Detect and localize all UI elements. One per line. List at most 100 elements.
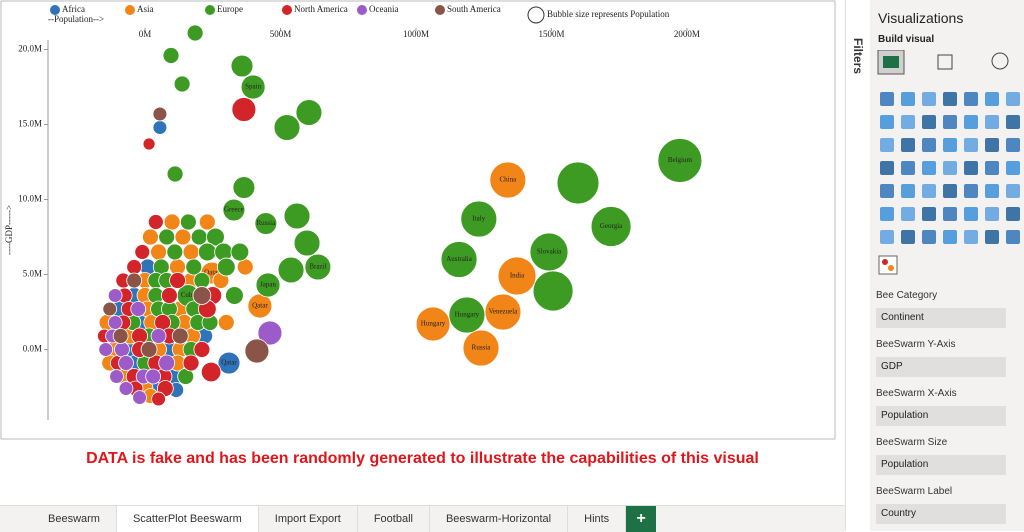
bubble	[151, 391, 166, 407]
bubble-label: Japan	[260, 281, 276, 289]
well-value[interactable]: GDP	[876, 357, 1006, 377]
page-tab[interactable]: Football	[358, 506, 430, 532]
bubble	[197, 242, 217, 262]
visual-icon[interactable]	[964, 230, 978, 244]
visual-icon[interactable]	[1006, 230, 1020, 244]
well-label: Bee Category	[876, 290, 938, 301]
visual-icon[interactable]	[985, 207, 999, 221]
bubble	[169, 272, 186, 289]
visual-icon[interactable]	[985, 138, 999, 152]
visual-icon[interactable]	[880, 92, 894, 106]
visual-icon[interactable]	[880, 230, 894, 244]
bubble	[283, 202, 311, 230]
well-value[interactable]: Continent	[876, 308, 1006, 328]
custom-visual-icon	[878, 255, 898, 275]
well-label: BeeSwarm Y-Axis	[876, 339, 956, 350]
visual-icon[interactable]	[964, 92, 978, 106]
bubble-label: China	[499, 176, 517, 184]
bubble	[255, 272, 281, 298]
visual-icon[interactable]	[1006, 138, 1020, 152]
well-label: BeeSwarm Label	[876, 486, 953, 497]
filters-label[interactable]: Filters	[851, 38, 865, 75]
visual-icon[interactable]	[922, 92, 936, 106]
visual-icon[interactable]	[943, 207, 957, 221]
add-page-button[interactable]: +	[626, 506, 657, 532]
page-tab[interactable]: Beeswarm-Horizontal	[430, 506, 569, 532]
visual-icon[interactable]	[1006, 184, 1020, 198]
bubble	[532, 270, 574, 312]
bubble	[257, 320, 283, 346]
visual-icon[interactable]	[922, 161, 936, 175]
visual-icon[interactable]	[1006, 207, 1020, 221]
size-legend-text: Bubble size represents Population	[547, 9, 670, 19]
well-label: BeeSwarm Size	[876, 437, 948, 448]
bubble	[240, 74, 266, 100]
y-tick-label: 10.0M	[18, 194, 42, 204]
visual-icon[interactable]	[901, 184, 915, 198]
bubble	[277, 256, 305, 284]
bubble	[150, 328, 167, 344]
visual-icon[interactable]	[943, 138, 957, 152]
bubble	[142, 137, 156, 151]
visual-icon[interactable]	[901, 207, 915, 221]
visual-icon[interactable]	[985, 161, 999, 175]
legend-label: South America	[447, 4, 501, 14]
visual-icon[interactable]	[943, 184, 957, 198]
visual-icon[interactable]	[964, 184, 978, 198]
legend-label: Asia	[137, 4, 154, 14]
visual-icon[interactable]	[1006, 92, 1020, 106]
visual-icon[interactable]	[985, 92, 999, 106]
visual-icon[interactable]	[985, 184, 999, 198]
visual-icon[interactable]	[943, 92, 957, 106]
bubble-label: Georgia	[600, 222, 623, 230]
visual-icon[interactable]	[880, 207, 894, 221]
well-value[interactable]: Population	[876, 406, 1006, 426]
visual-icons	[877, 50, 1020, 275]
well-value[interactable]: Country	[876, 504, 1006, 524]
visual-icon[interactable]	[901, 161, 915, 175]
visual-icon[interactable]	[964, 115, 978, 129]
page-tab[interactable]: ScatterPlot Beeswarm	[116, 506, 259, 532]
x-tick-label: 1500M	[538, 29, 564, 39]
page-tab[interactable]: Hints	[568, 506, 627, 532]
visual-icon[interactable]	[901, 138, 915, 152]
visual-icon[interactable]	[985, 115, 999, 129]
visual-icon[interactable]	[901, 230, 915, 244]
visual-icon	[883, 56, 899, 68]
visual-icon[interactable]	[943, 115, 957, 129]
visual-icon[interactable]	[922, 115, 936, 129]
visual-icon[interactable]	[880, 138, 894, 152]
visual-icon[interactable]	[1006, 161, 1020, 175]
field-well: Bee Category Continent	[876, 290, 1014, 328]
visual-icon[interactable]	[943, 230, 957, 244]
page-tab[interactable]: Import Export	[259, 506, 358, 532]
custom-visual-icon	[888, 265, 894, 271]
bubble-label: Greece	[224, 206, 244, 214]
visual-icon[interactable]	[985, 230, 999, 244]
field-well: BeeSwarm Y-Axis GDP	[876, 339, 1014, 377]
well-value[interactable]: Population	[876, 455, 1006, 475]
visual-icon[interactable]	[964, 207, 978, 221]
visual-icon[interactable]	[964, 138, 978, 152]
page-tab[interactable]: Beeswarm	[32, 506, 117, 532]
bubble-label: Venezuela	[489, 308, 519, 316]
bubble	[140, 341, 158, 358]
visual-icon[interactable]	[880, 115, 894, 129]
visual-icon[interactable]	[922, 184, 936, 198]
visual-icon[interactable]	[922, 138, 936, 152]
visual-icon[interactable]	[922, 230, 936, 244]
bubble	[150, 243, 167, 261]
visual-icon[interactable]	[880, 161, 894, 175]
visual-icon[interactable]	[943, 161, 957, 175]
bubble	[460, 200, 498, 238]
visual-icon[interactable]	[922, 207, 936, 221]
visual-icon[interactable]	[964, 161, 978, 175]
visual-icon[interactable]	[901, 92, 915, 106]
visual-icon[interactable]	[901, 115, 915, 129]
bubble	[162, 47, 180, 64]
filters-pane[interactable]: Filters	[845, 0, 871, 531]
visual-icon[interactable]	[880, 184, 894, 198]
visual-icon[interactable]	[1006, 115, 1020, 129]
bubble	[107, 288, 123, 303]
bubble-label: Italy	[472, 215, 485, 223]
